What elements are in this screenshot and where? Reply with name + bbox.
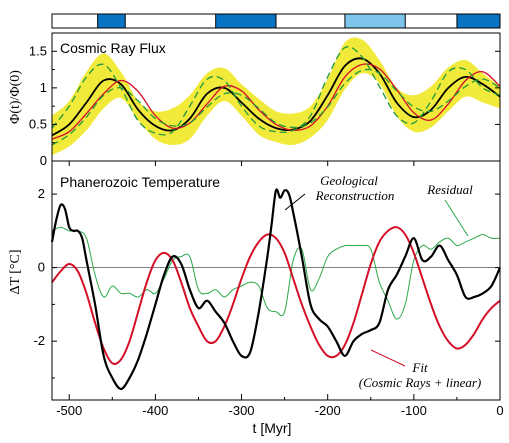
ice-age-bar <box>344 13 406 29</box>
flux-black-line <box>51 57 501 137</box>
flux-title: Cosmic Ray Flux <box>60 40 166 56</box>
x-tick-label: -500 <box>56 403 82 418</box>
temperature-y-tick-label: 0 <box>38 260 45 275</box>
temperature-panel: -2 0 2 -500 -400 -300 -200 -100 0 Phanerozoic T… <box>8 160 504 436</box>
x-tick-label: 0 <box>496 403 503 418</box>
annotation-fit-detail: (Cosmic Rays + linear) <box>359 375 482 390</box>
flux-y-axis-label: Φ(t)/Φ(0) <box>8 70 23 124</box>
annotation-geological: Geological <box>320 173 378 188</box>
temperature-y-axis-label: ΔT [°C] <box>8 249 23 294</box>
flux-series <box>51 46 501 146</box>
annotation-residual-pointer <box>444 199 469 237</box>
annotation-geological-pointer <box>284 193 306 211</box>
x-tick-label: -300 <box>229 403 255 418</box>
temperature-y-tick-label: -2 <box>33 333 45 348</box>
temperature-residual-line <box>51 226 501 320</box>
flux-panel: 0 0.5 1 1.5 Cosmic Ray Flux Φ(t)/Φ(0) <box>8 32 501 168</box>
x-axis-ticks: -500 -400 -300 -200 -100 0 <box>56 161 504 418</box>
temperature-geological-line <box>50 188 502 391</box>
temperature-plot-frame <box>51 160 501 401</box>
temperature-y-ticks: -2 0 2 <box>33 186 500 379</box>
annotation-reconstruction: Reconstruction <box>315 188 395 203</box>
flux-y-tick-label: 0.5 <box>29 116 47 131</box>
flux-y-tick-label: 1.5 <box>29 43 47 58</box>
ice-age-bar <box>215 13 277 29</box>
x-tick-label: -400 <box>142 403 168 418</box>
annotation-residual: Residual <box>426 182 473 197</box>
flux-band-area <box>52 37 500 156</box>
x-tick-label: -100 <box>401 403 427 418</box>
temperature-title: Phanerozoic Temperature <box>60 174 220 190</box>
annotation-fit: Fit <box>411 360 428 375</box>
ice-age-bar <box>456 13 501 29</box>
flux-y-ticks: 0 0.5 1 1.5 <box>29 43 500 168</box>
ice-age-bar <box>97 13 126 29</box>
ice-age-bars <box>97 13 501 29</box>
temperature-y-tick-label: 2 <box>38 186 45 201</box>
annotation-fit-pointer <box>370 349 406 367</box>
x-axis-label: t [Myr] <box>253 420 292 436</box>
flux-y-tick-label: 0 <box>40 153 47 168</box>
flux-y-tick-label: 1 <box>40 80 47 95</box>
flux-red-line <box>51 63 501 140</box>
flux-uncertainty-band <box>52 37 500 156</box>
flux-green-dashed-upper <box>51 46 501 136</box>
temperature-fit-line <box>51 226 501 365</box>
x-tick-label: -200 <box>315 403 341 418</box>
temperature-series <box>50 188 502 391</box>
